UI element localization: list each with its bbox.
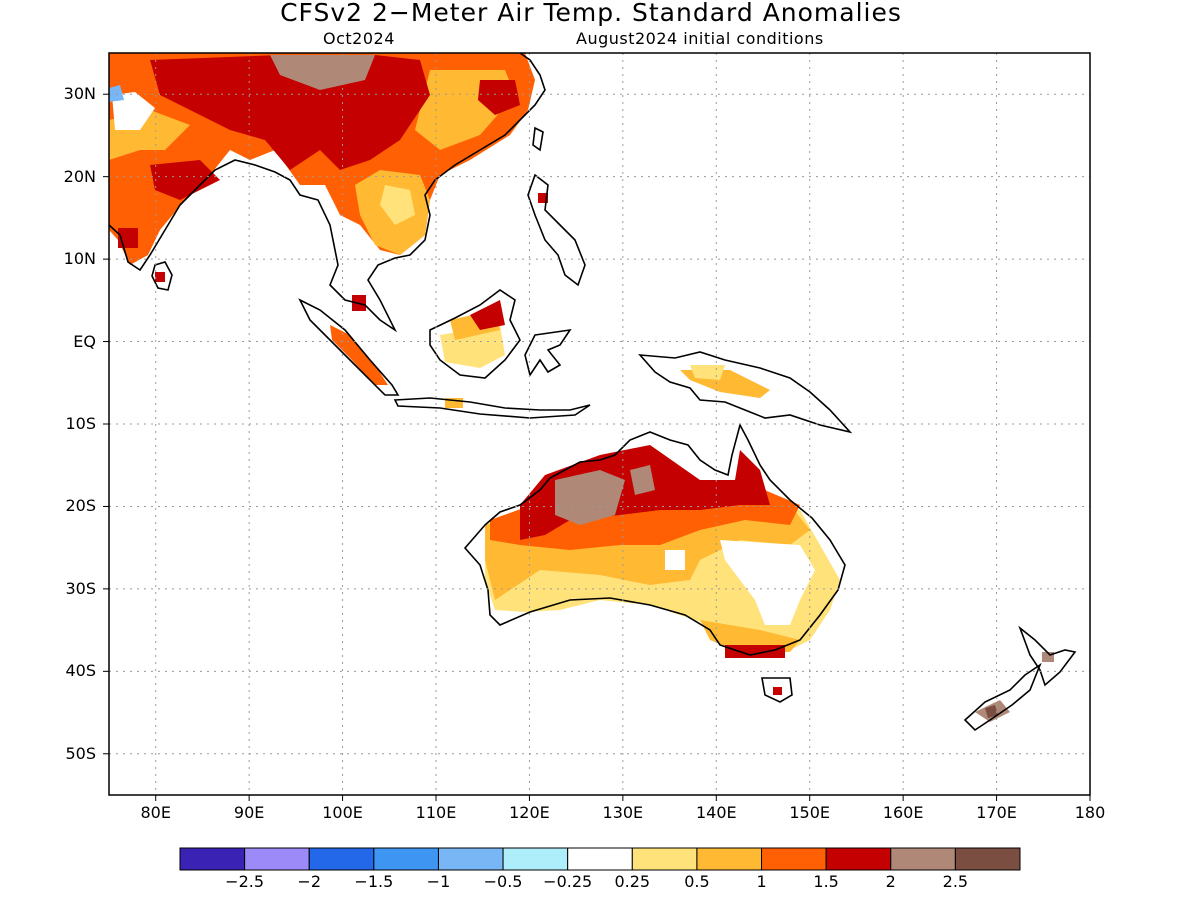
coastline-nz-south xyxy=(963,662,1042,732)
australia-anomaly-orange-south xyxy=(700,620,800,652)
lat-label: 20S xyxy=(65,496,96,516)
coastline-borneo xyxy=(429,289,521,379)
colorbar-label: −2 xyxy=(297,872,322,891)
coastline-sulawesi xyxy=(524,328,572,377)
australia-anomaly-brown xyxy=(555,470,625,525)
china-anomaly-red-east xyxy=(478,80,520,115)
lat-label: EQ xyxy=(73,331,96,351)
chart-title: CFSv2 2−Meter Air Temp. Standard Anomali… xyxy=(280,0,902,27)
india-anomaly-red xyxy=(150,160,220,200)
lon-label: 140E xyxy=(695,803,737,822)
colorbar-label: 1 xyxy=(756,872,767,891)
philippines-red-cell xyxy=(538,193,548,203)
nz-anomaly-darkbrown xyxy=(985,705,998,718)
colorbar-swatch xyxy=(244,847,310,871)
lon-label: 170E xyxy=(976,803,1017,822)
lat-label: 10S xyxy=(65,414,96,433)
java-orange-cell xyxy=(445,398,463,408)
tasmania-red-cell xyxy=(773,687,782,695)
colorbar-swatch xyxy=(696,847,763,871)
colorbar-label: 2 xyxy=(885,872,896,891)
colorbar-label: −1 xyxy=(426,872,451,891)
colorbar-swatch xyxy=(373,847,439,871)
colorbar-swatch xyxy=(308,847,375,871)
colorbar-swatch xyxy=(825,847,892,871)
lon-label: 180 xyxy=(1074,803,1106,822)
lon-label: 80E xyxy=(140,803,171,822)
colorbar xyxy=(179,847,1021,871)
coastline-srilanka xyxy=(151,261,173,291)
australia-anomaly-red-south xyxy=(725,645,785,658)
lat-label: 50S xyxy=(65,743,96,763)
lat-label: 20N xyxy=(63,166,96,186)
colorbar-label: −0.5 xyxy=(483,872,523,891)
lat-label: 40S xyxy=(65,661,96,681)
coastline-nz-north xyxy=(1018,625,1077,687)
coastline-philippines xyxy=(527,173,586,287)
coastline-sumatra xyxy=(298,298,400,396)
colorbar-label: 2.5 xyxy=(942,872,969,891)
lon-label: 110E xyxy=(415,803,457,822)
lon-label: 150E xyxy=(789,803,831,822)
coastline-taiwan xyxy=(532,126,544,152)
india-anomaly-blue xyxy=(109,85,124,102)
nz-north-anomaly xyxy=(1042,652,1054,662)
colorbar-label: 0.5 xyxy=(684,872,710,891)
australia-anomaly-white xyxy=(720,540,815,625)
colorbar-swatch xyxy=(631,847,698,871)
lat-label: 30N xyxy=(63,84,96,104)
colorbar-swatch xyxy=(437,847,504,871)
colorbar-swatch xyxy=(761,847,827,871)
borneo-anomaly-red xyxy=(470,300,505,330)
tibet-anomaly-brown xyxy=(270,55,375,90)
colorbar-label: 1.5 xyxy=(813,872,839,891)
colorbar-swatch xyxy=(502,847,569,871)
coastline-tasmania xyxy=(761,677,793,703)
australia-anomaly-white-2 xyxy=(665,550,685,570)
colorbar-label: −0.25 xyxy=(543,872,593,891)
colorbar-swatch xyxy=(179,847,246,871)
grid-lines xyxy=(109,53,1091,795)
india-anomaly-white xyxy=(112,92,155,130)
forecast-month: Oct2024 xyxy=(323,29,395,48)
new-guinea-anomaly-yellow xyxy=(690,365,725,380)
coastlines xyxy=(109,53,1077,732)
china-anomaly-red xyxy=(150,55,430,170)
lon-label: 100E xyxy=(322,803,363,822)
coastline-new-guinea xyxy=(638,351,853,434)
colorbar-swatch xyxy=(890,847,956,871)
anomaly-fields xyxy=(109,53,1054,722)
coastline-asia xyxy=(109,53,546,333)
initial-conditions: August2024 initial conditions xyxy=(576,29,824,48)
lon-label: 130E xyxy=(602,803,644,822)
lat-label: 10N xyxy=(63,249,96,269)
asia-anomaly-yellow xyxy=(380,185,415,225)
australia-anomaly-brown-2 xyxy=(630,465,655,495)
lat-label: 30S xyxy=(65,578,96,598)
coastline-australia xyxy=(463,422,846,656)
lon-label: 120E xyxy=(509,803,550,822)
colorbar-label: −1.5 xyxy=(354,872,394,891)
colorbar-label: 0.25 xyxy=(614,872,651,891)
axis-ticks xyxy=(103,93,1091,801)
sumatra-anomaly-orange xyxy=(330,325,388,385)
lon-label: 160E xyxy=(882,803,924,822)
coastline-java xyxy=(393,397,591,419)
srilanka-red-cell xyxy=(155,272,165,282)
lon-label: 90E xyxy=(233,803,265,822)
colorbar-label: −2.5 xyxy=(225,872,265,891)
colorbar-swatch xyxy=(954,847,1021,871)
colorbar-swatch xyxy=(567,847,633,871)
